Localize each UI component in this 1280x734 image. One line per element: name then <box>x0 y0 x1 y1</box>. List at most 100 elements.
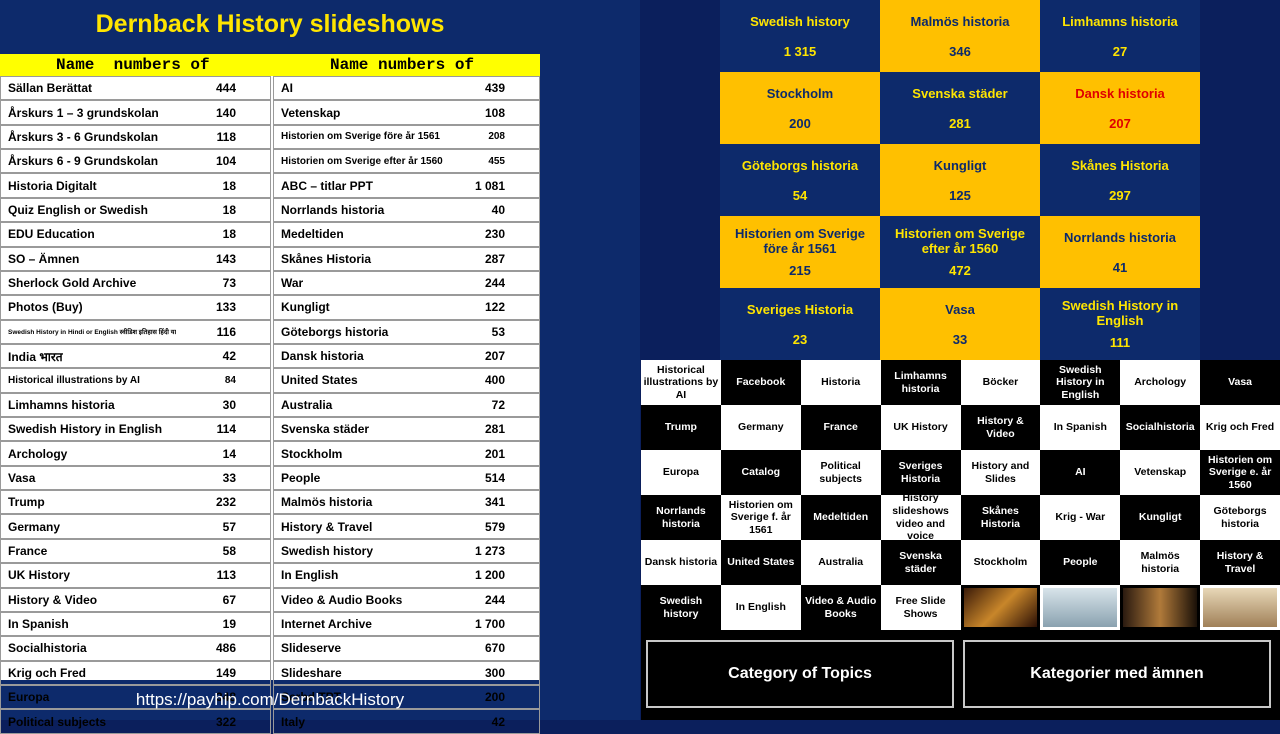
row-name: Kungligt <box>281 300 330 315</box>
cell-name: Historien om Sverige före år 1561 <box>734 225 866 256</box>
tile: In Spanish <box>1040 405 1121 450</box>
table-row: War 244 <box>273 270 540 296</box>
row-name: In English <box>281 568 339 583</box>
tile: Historien om Sverige e. år 1560 <box>1200 450 1280 495</box>
row-name: Trump <box>8 495 45 510</box>
row-value: 1 700 <box>474 617 505 632</box>
tile: Germany <box>720 405 801 450</box>
tile: Europa <box>641 450 721 495</box>
row-name: Årskurs 1 – 3 grundskolan <box>8 105 159 120</box>
table-row: EDU Education 18 <box>0 222 271 247</box>
row-value: 348 <box>215 690 236 705</box>
summary-cell: Swedish History in English 111 <box>1040 288 1200 360</box>
button[interactable]: Category of Topics <box>646 640 954 708</box>
cell-value: 200 <box>789 115 811 131</box>
row-value: 122 <box>484 300 505 315</box>
cell-value: 346 <box>949 43 971 59</box>
summary-cell: Swedish history 1 315 <box>720 0 880 72</box>
button[interactable]: Kategorier med ämnen <box>963 640 1271 708</box>
row-value: 42 <box>222 349 236 364</box>
row-value: 400 <box>484 373 505 388</box>
row-name: ABC – titlar PPT <box>281 178 374 193</box>
table-row: Årskurs 6 - 9 Grundskolan 104 <box>0 149 271 174</box>
table-row: Kungligt 122 <box>273 295 540 320</box>
row-name: Historien om Sverige före år 1561 <box>281 131 440 143</box>
tile: Medeltiden <box>800 495 881 540</box>
tile-image <box>960 585 1041 630</box>
table-row: Australia 72 <box>273 392 540 418</box>
tables: Sällan Berättat 444 Årskurs 1 – 3 grundsko… <box>0 76 540 734</box>
row-value: 300 <box>484 665 505 680</box>
table-row: Swedish history 1 273 <box>273 538 540 564</box>
row-value: 73 <box>222 276 236 291</box>
url: https://payhip.com/DernbackHistory <box>135 690 405 709</box>
row-name: Malmös historia <box>281 495 373 510</box>
row-value: 143 <box>215 251 236 266</box>
row-value: 72 <box>491 397 505 412</box>
tile: Historien om Sverige f. år 1561 <box>720 495 801 540</box>
table-row: Socialhistoria 486 <box>0 636 271 661</box>
tile: History and Slides <box>960 450 1041 495</box>
tile: Norrlands historia <box>641 495 721 540</box>
table-row: Video & Audio Books 244 <box>273 587 540 612</box>
row-value: 322 <box>215 714 236 729</box>
row-value: 244 <box>484 276 505 291</box>
row-name: Årskurs 6 - 9 Grundskolan <box>8 154 159 169</box>
row-value: 201 <box>484 446 505 461</box>
table-row: Historien om Sverige efter år 1560 455 <box>273 149 540 174</box>
table-row: Slideshare 300 <box>273 660 540 685</box>
cell-name: Stockholm <box>766 85 834 101</box>
tile: Swedish history <box>641 585 721 630</box>
tile: Historia <box>800 360 881 405</box>
row-value: 514 <box>484 470 505 485</box>
row-value: 113 <box>216 568 236 583</box>
table-row: In Spanish 19 <box>0 611 271 637</box>
summary-cell: Svenska städer 281 <box>880 72 1040 144</box>
summary-cell: Dansk historia 207 <box>1040 72 1200 144</box>
row-value: 42 <box>491 714 505 729</box>
cell-name: Malmös historia <box>910 13 1010 29</box>
table-row: Italy 42 <box>273 709 540 734</box>
table-row: Dansk historia 207 <box>273 343 540 369</box>
tile: UK History <box>880 405 961 450</box>
tile: Facebook <box>720 360 801 405</box>
row-name: Internet Archive <box>281 617 372 632</box>
summary-cell: Malmös historia 346 <box>880 0 1040 72</box>
row-value: 118 <box>216 129 236 144</box>
table-row: Historia Digitalt 18 <box>0 173 271 198</box>
cell-name: Norrlands historia <box>1064 229 1176 245</box>
tile: Catalog <box>720 450 801 495</box>
row-value: 14 <box>222 446 236 461</box>
table-row: Trump 232 <box>0 490 271 515</box>
tile: History & Video <box>960 405 1041 450</box>
row-value: 200 <box>484 690 505 705</box>
row-name: Political subjects <box>8 714 107 729</box>
cell-value: 215 <box>789 263 811 279</box>
tile: Archology <box>1120 360 1201 405</box>
row-name: People <box>281 470 321 485</box>
row-value: 108 <box>484 105 505 120</box>
tile: Political subjects <box>800 450 881 495</box>
tile: In English <box>720 585 801 630</box>
table-row: Slideserve 670 <box>273 636 540 661</box>
table-row: ABC – titlar PPT 1 081 <box>273 173 540 198</box>
row-value: 133 <box>215 300 236 315</box>
row-value: 18 <box>222 202 236 217</box>
row-name: EDU Education <box>8 227 95 242</box>
summary-cell: Historien om Sverige efter år 1560 472 <box>880 216 1040 288</box>
table-row: Vasa 33 <box>0 465 271 491</box>
cell-name: Skånes Historia <box>1071 157 1169 173</box>
summary-cell: Sveriges Historia 23 <box>720 288 880 360</box>
tile: Sveriges Historia <box>880 450 961 495</box>
table-row: Europa 348 <box>0 684 271 710</box>
table-row: UK History 113 <box>0 563 271 588</box>
row-value: 53 <box>491 324 505 339</box>
cell-value: 472 <box>949 263 971 279</box>
table-row: Photos (Buy) 133 <box>0 295 271 320</box>
row-value: 579 <box>484 519 505 534</box>
row-name: War <box>281 276 304 291</box>
table-row: History & Video 67 <box>0 587 271 612</box>
row-name: Video & Audio Books <box>281 592 403 607</box>
tile: History & Travel <box>1200 540 1280 585</box>
